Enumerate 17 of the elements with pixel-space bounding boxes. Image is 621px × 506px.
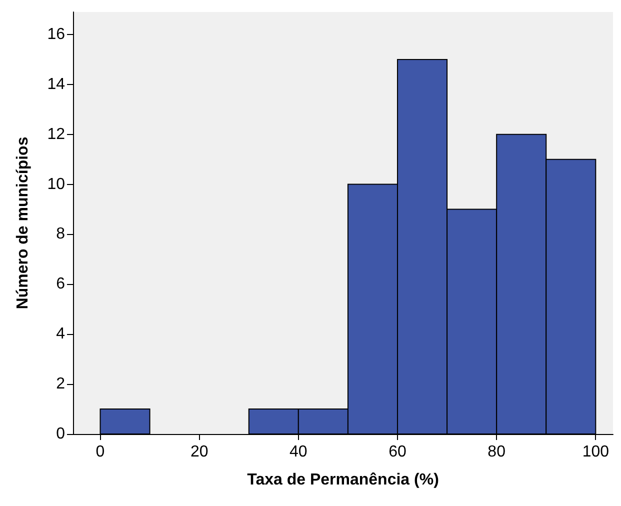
y-tick-label: 14 [47, 76, 66, 93]
y-tick-label: 6 [56, 276, 66, 293]
y-tick-label: 0 [56, 426, 66, 442]
y-tick-label: 12 [47, 126, 66, 143]
x-tick-label: 0 [96, 444, 105, 460]
y-axis-title: Número de municípios [14, 136, 32, 310]
x-axis-title: Taxa de Permanência (%) [247, 472, 439, 488]
x-tick-label: 40 [290, 444, 308, 460]
x-tick-label: 20 [190, 444, 208, 460]
y-tick-label: 16 [47, 26, 66, 43]
x-tick-label: 60 [388, 444, 406, 460]
y-tick-label: 10 [47, 176, 66, 193]
y-tick-label: 2 [56, 376, 66, 393]
y-tick-label: 8 [56, 226, 66, 243]
x-tick-label: 100 [582, 444, 610, 460]
x-tick-label: 80 [488, 444, 506, 460]
y-tick-label: 4 [56, 326, 66, 343]
